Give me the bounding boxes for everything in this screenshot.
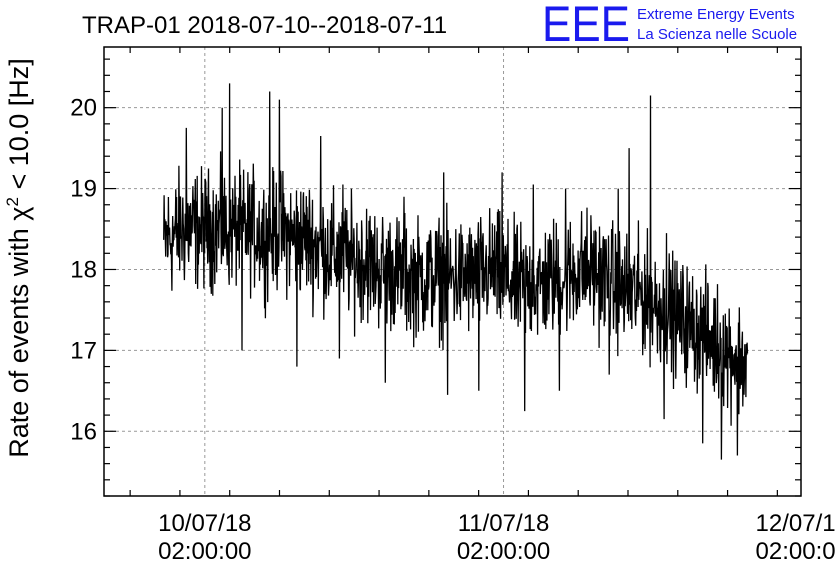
y-axis-label-symbol: χ [4, 206, 34, 220]
y-axis-label: Rate of events with χ2 < 10.0 [Hz] [3, 58, 34, 458]
y-tick-label: 18 [70, 256, 97, 283]
logo-mark: EEE [542, 0, 630, 52]
x-tick-time: 02:00:00 [158, 538, 251, 565]
grid-lines [104, 47, 801, 496]
y-axis-label-sup: 2 [3, 197, 22, 206]
chart-title: TRAP-01 2018-07-10--2018-07-11 [82, 12, 447, 39]
y-tick-label: 20 [70, 95, 97, 122]
y-tick-label: 16 [70, 418, 97, 445]
logo-line-2: La Scienza nelle Scuole [637, 26, 797, 43]
eee-logo: EEE Extreme Energy Events La Scienza nel… [542, 0, 797, 52]
y-tick-labels: 16 17 18 19 20 [70, 95, 97, 446]
x-tick-time: 02:00:00 [457, 538, 550, 565]
x-tick-date: 10/07/18 [158, 510, 251, 537]
y-tick-label: 17 [70, 337, 97, 364]
plot-frame [103, 46, 802, 497]
x-tick-labels: 10/07/1802:00:0011/07/1802:00:0012/07/18… [158, 510, 836, 565]
x-tick-time: 02:00:00 [756, 538, 836, 565]
y-tick-label: 19 [70, 176, 97, 203]
axis-ticks [104, 47, 801, 497]
series-layer [163, 83, 749, 460]
series-line-rate [163, 83, 749, 460]
x-tick-date: 11/07/18 [458, 510, 550, 537]
y-axis-label-prefix: Rate of events with [4, 221, 34, 458]
y-axis-label-suffix: < 10.0 [Hz] [4, 58, 34, 197]
x-tick-date: 12/07/18 [756, 510, 836, 537]
logo-line-1: Extreme Energy Events [637, 6, 795, 23]
